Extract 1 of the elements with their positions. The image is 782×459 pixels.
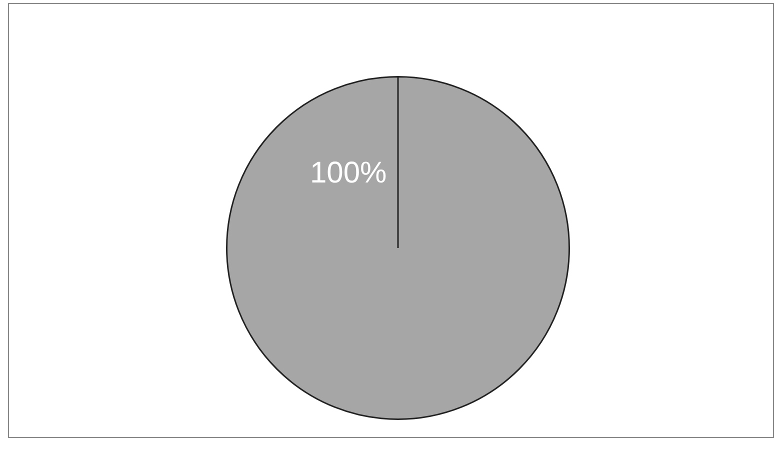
data-label: 100%	[310, 156, 387, 190]
